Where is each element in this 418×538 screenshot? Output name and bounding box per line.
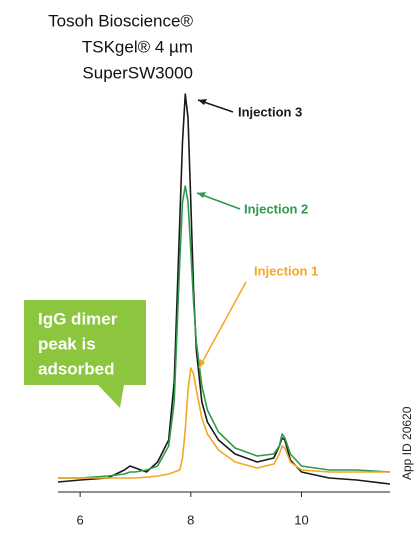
x-tick-label: 8 — [187, 512, 194, 527]
arrowhead — [199, 359, 205, 368]
title-line: SuperSW3000 — [82, 63, 193, 82]
plot-area: 6 8 10 — [57, 93, 391, 527]
callout-text: peak is — [38, 334, 96, 353]
title-line: Tosoh Bioscience® — [48, 11, 193, 30]
callout-text: IgG dimer — [38, 309, 118, 328]
series-line — [58, 185, 391, 479]
series-label: Injection 3 — [238, 104, 302, 119]
x-tick-label: 10 — [294, 512, 308, 527]
callout-box — [24, 300, 146, 408]
series-label: Injection 2 — [244, 201, 308, 216]
arrow — [198, 281, 247, 369]
arrowhead — [198, 99, 207, 105]
annotation-arrows — [196, 99, 247, 369]
series-label: Injection 1 — [254, 263, 318, 278]
x-tick-label: 6 — [77, 512, 84, 527]
title-line: TSKgel® 4 µm — [82, 37, 193, 56]
side-note: App ID 20620 — [400, 406, 414, 480]
series-line — [58, 367, 390, 479]
arrow — [196, 192, 241, 210]
series-line — [57, 93, 391, 485]
callout-text: adsorbed — [38, 359, 115, 378]
arrowhead — [197, 192, 206, 198]
